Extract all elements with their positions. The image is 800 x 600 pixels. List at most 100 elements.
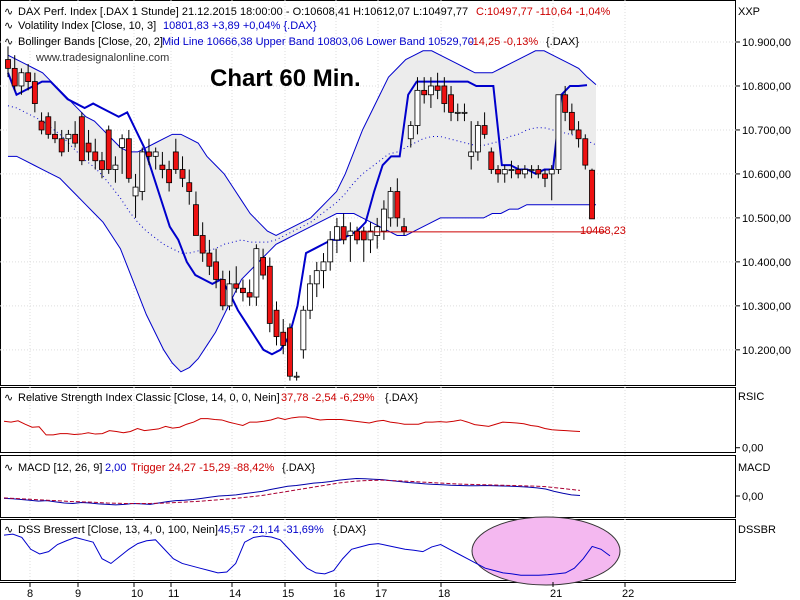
candle [58,129,65,157]
candle-body [11,67,18,87]
candle [521,165,528,179]
candle-body [139,151,146,192]
candle [240,279,246,302]
candle-body [199,235,206,254]
symbol-label: XXP [738,6,760,18]
candle-body [474,125,481,153]
candle-body [65,133,72,140]
candle [387,187,394,227]
candle [18,68,25,95]
candle-body [233,283,240,289]
candle [78,112,85,166]
candle-body [354,230,360,241]
candle-body [320,261,327,272]
dss-series [3,533,611,576]
candle [85,129,92,161]
candle-body [152,151,159,157]
bb-legend-suffix: {.DAX} [546,36,579,48]
candle [280,319,287,355]
candle-body [253,248,260,298]
candle [575,121,582,148]
candle-body [18,72,25,87]
candle-body [119,138,126,148]
dss-panel-frame [0,519,736,581]
x-tick-label: 22 [622,588,634,600]
dss-legend-suffix: {.DAX} [333,524,366,536]
price-panel-frame [0,0,736,386]
macd-lines [3,477,581,506]
dss-legend[interactable]: ∿ DSS Bressert [Close, 13, 4, 0, 100, Ne… [4,524,366,536]
candle-body [327,239,334,263]
macd-tick-label: 0,00 [742,491,763,503]
candle [474,121,481,161]
candle-body [219,279,226,307]
volatility-index-line [7,72,588,356]
dss-panel-label: DSSBR [738,524,776,536]
candle-body [159,164,166,170]
candle-body [5,59,11,69]
candle-body [58,138,65,153]
chart-title: Chart 60 Min. [210,65,361,92]
bb-legend-name: Bollinger Bands [Close, 20, 2] [18,36,163,48]
candle-body [125,138,132,179]
candle [367,222,374,254]
macd-panel-frame [0,455,736,518]
candle [334,217,340,254]
candle [508,160,515,179]
candle-body [555,94,562,170]
candle-body [508,169,515,171]
candle [461,103,468,122]
candle [320,253,327,289]
candle [260,248,266,280]
y-tick-label: 10.800,00 [742,81,791,93]
dss-legend-name: DSS Bressert [Close, 13, 4, 0, 100, Nein… [18,524,218,536]
vola-legend[interactable]: ∿ Volatility Index [Close, 10, 3] 10801,… [4,20,317,32]
candle-body [542,173,548,179]
candle-body [78,116,85,162]
candle-body [562,94,569,113]
highlight-ellipse [471,516,621,586]
y-tick-label: 10.200,00 [742,345,791,357]
price-line-label: 10468,23 [580,225,626,237]
candle [287,323,293,381]
candle [481,112,488,139]
candle-body [52,133,58,140]
candle [515,165,522,179]
candle [374,217,381,249]
candle-body [280,331,287,346]
candle [139,147,146,201]
bb-legend[interactable]: ∿ Bollinger Bands [Close, 20, 2] Mid Lin… [4,36,579,48]
candle [246,279,253,306]
dss-legend-value: 45,57 -21,14 -31,69% [218,524,324,536]
candle [468,121,475,170]
candle [159,151,166,179]
rsi-tick-label: 0,00 [742,443,763,455]
rsi-legend[interactable]: ∿ Relative Strength Index Classic [Close… [4,392,418,404]
candle [293,371,300,381]
candle [434,72,441,100]
x-tick-label: 17 [375,588,387,600]
candle-body [387,191,394,219]
panel-frames [0,0,736,583]
candle [45,112,52,139]
macd-legend-name: MACD [12, 26, 9] [18,462,102,474]
candle [199,222,206,262]
candle-body [105,129,112,170]
candle [568,103,575,135]
bollinger-lower-line [8,155,596,373]
candle [186,169,193,205]
candle [313,261,320,298]
y-tick-label: 10.700,00 [742,125,791,137]
candle [407,121,414,148]
candle-body [521,169,528,175]
price-legend[interactable]: ∿ DAX Perf. Index [.DAX 1 Stunde] 21.12.… [4,6,468,18]
candle-body [347,230,354,236]
candle-body [582,138,589,166]
candlesticks [5,46,595,381]
candle-body [528,169,535,171]
candle [132,173,139,218]
candle [92,138,99,170]
macd-legend[interactable]: ∿ MACD [12, 26, 9] 2,00 Trigger 24,27 -1… [4,462,315,474]
price-axis-labels: 10.200,00 10.300,00 10.400,00 10.500,00 10.6… [736,37,791,503]
